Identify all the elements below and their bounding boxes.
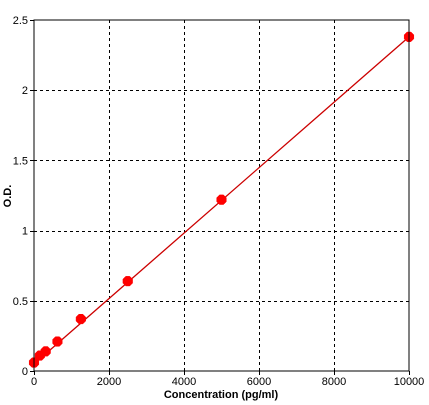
data-point bbox=[40, 346, 51, 357]
x-tick-label: 10000 bbox=[394, 376, 425, 388]
y-tick-label: 1 bbox=[22, 226, 28, 238]
data-point bbox=[216, 194, 227, 205]
y-tick-label: 2.5 bbox=[13, 15, 28, 27]
x-tick-label: 4000 bbox=[172, 376, 196, 388]
x-tick-label: 0 bbox=[31, 376, 37, 388]
axis-ticks bbox=[30, 20, 410, 375]
y-axis-title: O.D. bbox=[2, 185, 14, 208]
x-tick-label: 6000 bbox=[247, 376, 271, 388]
x-axis-title: Concentration (pg/ml) bbox=[164, 389, 279, 401]
data-point bbox=[52, 336, 63, 347]
plot-frame bbox=[33, 19, 410, 372]
x-axis-tick-labels: 0 2000 4000 6000 8000 10000 bbox=[31, 376, 424, 388]
data-points-layer bbox=[28, 31, 415, 368]
y-tick-label: 2 bbox=[22, 85, 28, 97]
x-tick-label: 8000 bbox=[322, 376, 346, 388]
gridlines bbox=[34, 20, 409, 371]
y-tick-label: 0 bbox=[22, 366, 28, 378]
data-point bbox=[122, 276, 133, 287]
y-tick-label: 1.5 bbox=[13, 155, 28, 167]
y-tick-label: 0.5 bbox=[13, 296, 28, 308]
x-tick-label: 2000 bbox=[97, 376, 121, 388]
data-point bbox=[75, 314, 86, 325]
y-axis-tick-labels: 0 0.5 1 1.5 2 2.5 bbox=[13, 15, 28, 378]
